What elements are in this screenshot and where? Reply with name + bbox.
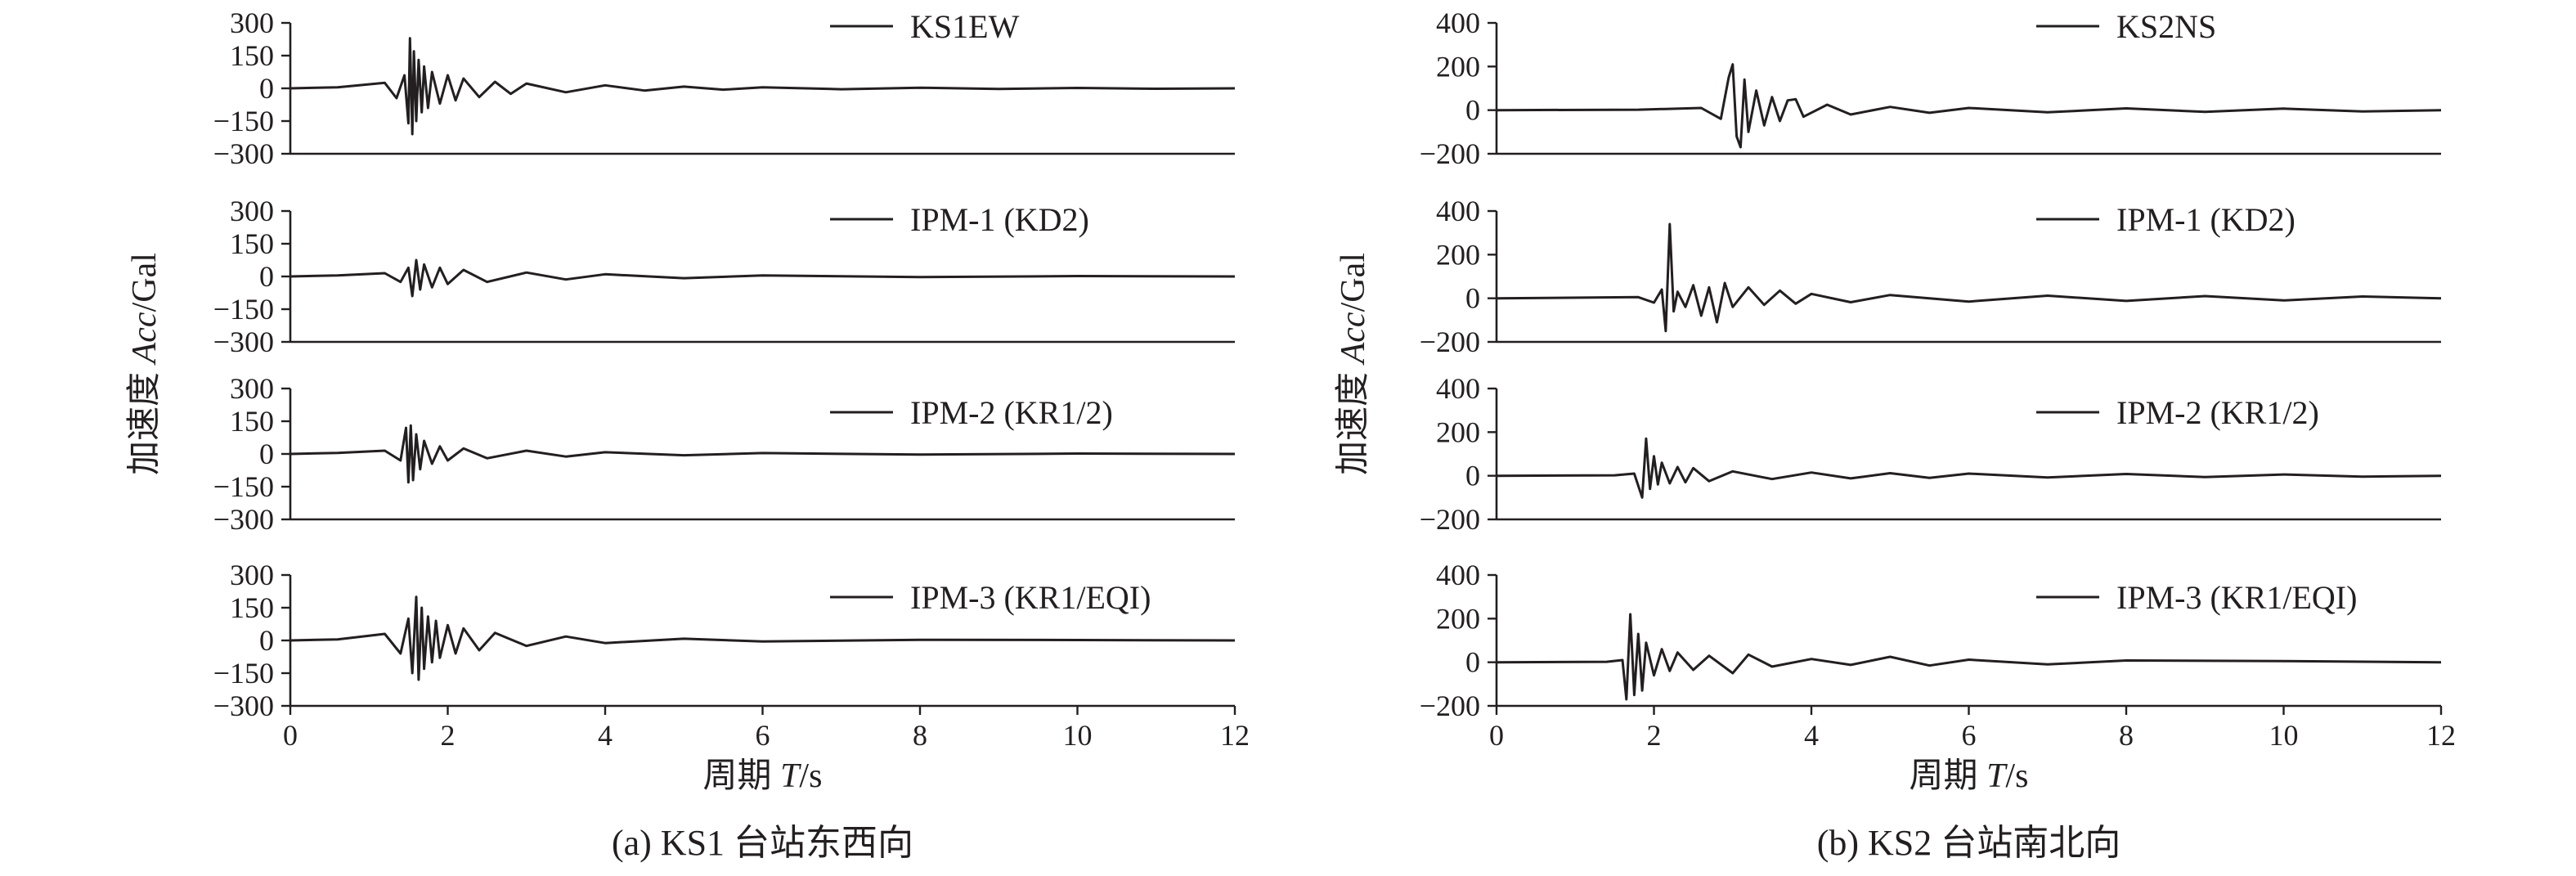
- series-line: [1496, 613, 2442, 701]
- x-tick-label: 8: [2119, 719, 2134, 752]
- x-tick-label: 2: [441, 719, 456, 752]
- x-tick-label: 8: [913, 719, 927, 752]
- y-tick-label: −300: [213, 137, 274, 170]
- chart-0: 3001500−150−300KS1EW3001500−150−300IPM-1…: [126, 7, 1250, 863]
- legend-label: IPM-3 (KR1/EQI): [910, 579, 1151, 616]
- series-line: [289, 258, 1236, 298]
- legend-label: IPM-1 (KD2): [2116, 201, 2296, 238]
- y-tick-label: 150: [230, 405, 274, 438]
- y-tick-label: −300: [213, 326, 274, 358]
- y-tick-label: −200: [1420, 503, 1480, 536]
- y-tick-label: −150: [213, 105, 274, 137]
- y-axis-title: 加速度 Acc/Gal: [1335, 253, 1372, 475]
- y-tick-label: 0: [1465, 282, 1480, 315]
- y-tick-label: 200: [1436, 50, 1480, 83]
- y-tick-label: 200: [1436, 238, 1480, 271]
- legend-label: IPM-2 (KR1/2): [2116, 394, 2319, 431]
- x-tick-label: 0: [283, 719, 298, 752]
- x-tick-label: 10: [1063, 719, 1093, 752]
- series-line: [1496, 222, 2442, 333]
- y-tick-label: −150: [213, 470, 274, 503]
- legend-label: IPM-2 (KR1/2): [910, 394, 1113, 431]
- y-tick-label: 300: [230, 372, 274, 405]
- y-tick-label: −150: [213, 657, 274, 690]
- y-axis-title: 加速度 Acc/Gal: [126, 253, 164, 475]
- y-tick-label: 300: [230, 559, 274, 591]
- legend-label: IPM-1 (KD2): [910, 201, 1089, 238]
- x-tick-label: 4: [598, 719, 613, 752]
- y-tick-label: 0: [1465, 94, 1480, 127]
- x-tick-label: 0: [1489, 719, 1504, 752]
- legend-label: IPM-3 (KR1/EQI): [2116, 579, 2357, 616]
- y-tick-label: 150: [230, 227, 274, 260]
- y-tick-label: 300: [230, 7, 274, 39]
- y-tick-label: 400: [1436, 372, 1480, 405]
- y-tick-label: 300: [230, 195, 274, 227]
- x-tick-label: 12: [2426, 719, 2456, 752]
- y-tick-label: 0: [259, 624, 274, 657]
- y-tick-label: −200: [1420, 137, 1480, 170]
- series-line: [289, 424, 1236, 484]
- y-tick-label: 0: [259, 72, 274, 105]
- x-tick-label: 6: [1962, 719, 1977, 752]
- y-tick-label: 150: [230, 591, 274, 624]
- x-axis-title: 周期 T/s: [1910, 757, 2029, 795]
- panel-1-2: 400 200 0 −200 IPM-2 (KR1/2): [1420, 372, 2442, 536]
- series-line: [289, 595, 1236, 681]
- x-axis-title: 周期 T/s: [703, 757, 823, 795]
- legend-label: KS2NS: [2116, 8, 2216, 45]
- y-tick-label: −300: [213, 503, 274, 536]
- panel-1-3: 400 200 0 −200 IPM-3 (KR1/EQI): [1420, 559, 2442, 722]
- y-tick-label: 0: [259, 260, 274, 293]
- y-tick-label: 400: [1436, 7, 1480, 39]
- x-tick-label: 6: [756, 719, 770, 752]
- chart-caption: (b) KS2 台站南北向: [1817, 823, 2121, 863]
- y-tick-label: 0: [1465, 646, 1480, 679]
- x-tick-label: 10: [2269, 719, 2299, 752]
- x-tick-label: 12: [1220, 719, 1250, 752]
- y-tick-label: 150: [230, 39, 274, 72]
- y-tick-label: 400: [1436, 195, 1480, 227]
- y-tick-label: 400: [1436, 559, 1480, 591]
- x-tick-label: 2: [1647, 719, 1662, 752]
- y-tick-label: −200: [1420, 690, 1480, 722]
- chart-caption: (a) KS1 台站东西向: [612, 823, 913, 863]
- series-line: [1496, 437, 2442, 499]
- y-tick-label: −200: [1420, 326, 1480, 358]
- y-tick-label: 200: [1436, 602, 1480, 635]
- series-line: [1496, 63, 2442, 149]
- x-axis: 0 2 4 6 8 10 12: [283, 706, 1250, 752]
- y-tick-label: 200: [1436, 416, 1480, 448]
- y-tick-label: −150: [213, 293, 274, 326]
- y-tick-label: 0: [1465, 460, 1480, 492]
- legend-label: KS1EW: [910, 8, 1020, 45]
- panel-1-0: 400 200 0 −200 KS2NS: [1420, 7, 2442, 170]
- y-tick-label: −300: [213, 690, 274, 722]
- y-tick-label: 0: [259, 438, 274, 470]
- x-axis: 0 2 4 6 8 10 12: [1489, 706, 2456, 752]
- panel-1-1: 400 200 0 −200 IPM-1 (KD2): [1420, 195, 2442, 358]
- series-line: [289, 37, 1236, 136]
- x-tick-label: 4: [1804, 719, 1819, 752]
